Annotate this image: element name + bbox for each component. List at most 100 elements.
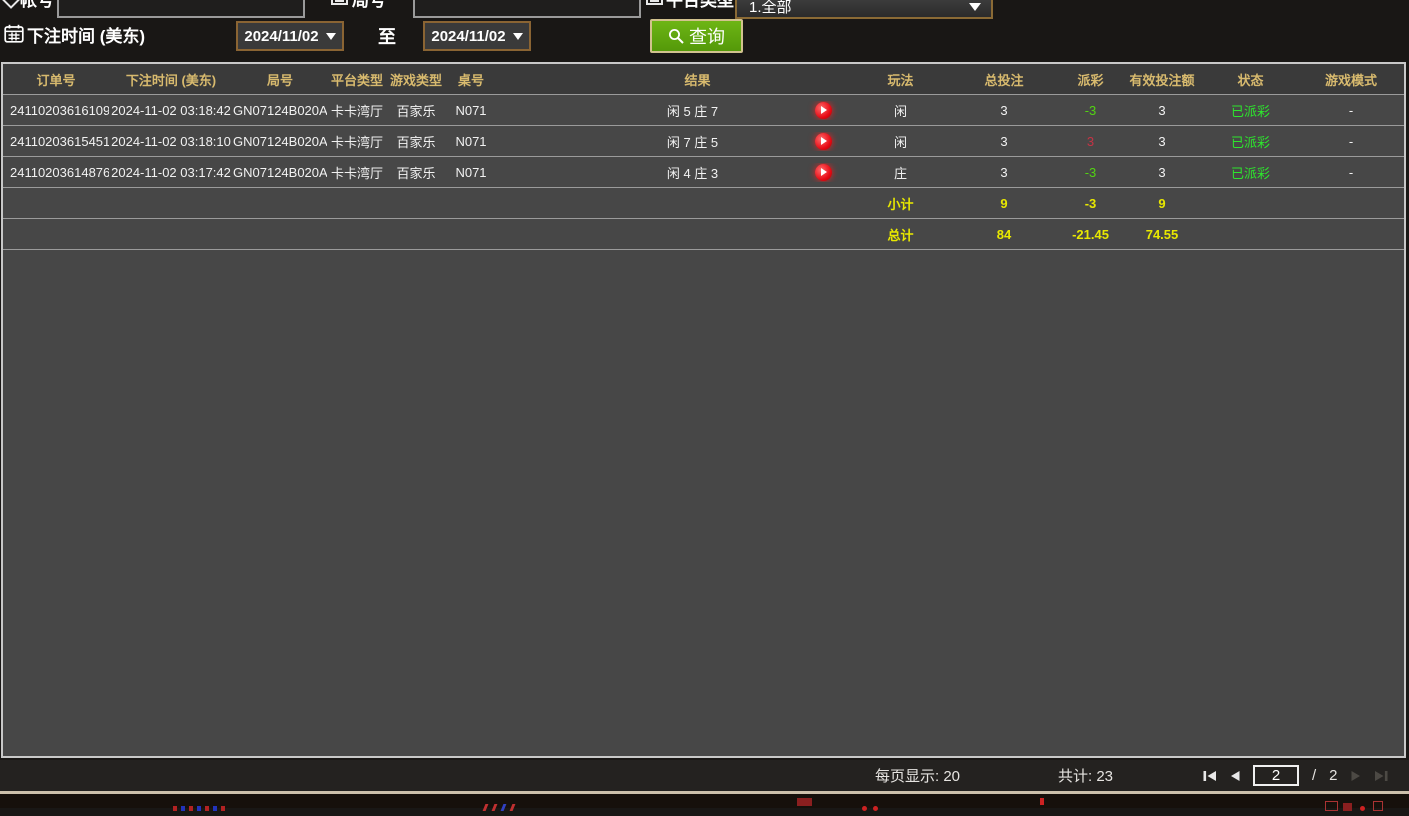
header-play: 玩法 xyxy=(887,72,914,88)
platform-label: 平台类型 xyxy=(666,0,734,10)
platform-selected-value: 1.全部 xyxy=(749,0,792,16)
chevron-down-icon xyxy=(969,2,981,11)
total-bet: 3 xyxy=(1000,102,1008,118)
header-mode: 游戏模式 xyxy=(1324,72,1377,88)
date-from-select[interactable]: 2024/11/02 xyxy=(236,21,344,51)
game-mode: - xyxy=(1348,102,1354,118)
round-label: 局号 xyxy=(352,0,386,10)
account-field-icon xyxy=(1,0,21,9)
round-id: GN07124B020AE xyxy=(233,164,327,180)
search-icon xyxy=(669,28,684,44)
header-time: 下注时间 (美东) xyxy=(125,72,217,88)
table-row: 241102036154519 2024-11-02 03:18:10 GN07… xyxy=(3,126,1404,157)
order-number: 241102036161097 xyxy=(10,102,109,118)
query-button[interactable]: 查询 xyxy=(650,19,743,53)
platform-select[interactable]: 1.全部 xyxy=(735,0,993,19)
header-result: 结果 xyxy=(684,72,711,88)
date-to-select[interactable]: 2024/11/02 xyxy=(423,21,531,51)
grand-total-valid-bet: 74.55 xyxy=(1145,226,1179,242)
per-page-label: 每页显示: 20 xyxy=(875,768,961,785)
account-label: 帐号 xyxy=(20,0,54,10)
valid-bet: 3 xyxy=(1158,102,1166,118)
platform-field-icon xyxy=(646,0,663,5)
header-game: 游戏类型 xyxy=(389,72,442,88)
bet-records-table: 订单号 下注时间 (美东) 局号 平台类型 游戏类型 桌号 结果 玩法 总投注 … xyxy=(1,62,1406,758)
total-pages: 2 xyxy=(1329,767,1338,784)
pagination-nav: 2 / 2 xyxy=(1203,760,1388,791)
result-text: 闲 7 庄 5 xyxy=(666,134,719,150)
date-to-value: 2024/11/02 xyxy=(431,27,506,45)
table-row: 241102036161097 2024-11-02 03:18:42 GN07… xyxy=(3,95,1404,126)
table-row: 241102036148761 2024-11-02 03:17:42 GN07… xyxy=(3,157,1404,188)
background-bleed-mark xyxy=(1040,798,1044,805)
round-id: GN07124B020AG xyxy=(233,102,327,118)
header-order: 订单号 xyxy=(36,72,76,88)
grand-total-row: 总计 84 -21.45 74.55 xyxy=(3,219,1404,250)
header-payout: 派彩 xyxy=(1077,72,1104,88)
query-button-label: 查询 xyxy=(689,27,725,47)
page-number-input[interactable]: 2 xyxy=(1253,765,1299,786)
chevron-down-icon xyxy=(512,32,523,40)
replay-icon[interactable] xyxy=(814,132,832,150)
replay-icon[interactable] xyxy=(814,163,832,181)
header-total-bet: 总投注 xyxy=(984,72,1024,88)
round-id: GN07124B020AF xyxy=(233,133,327,149)
status-badge: 已派彩 xyxy=(1230,165,1270,181)
result-text: 闲 5 庄 7 xyxy=(666,103,719,119)
bet-time: 2024-11-02 03:18:10 xyxy=(111,133,231,149)
background-bleed-boxes xyxy=(1325,798,1383,816)
subtotal-valid-bet: 9 xyxy=(1158,195,1166,211)
round-field-icon xyxy=(331,0,348,5)
game-type: 百家乐 xyxy=(396,165,436,181)
grand-total-label: 总计 xyxy=(887,227,914,243)
status-badge: 已派彩 xyxy=(1230,103,1270,119)
subtotal-payout: -3 xyxy=(1084,195,1097,211)
table-no: N071 xyxy=(455,133,487,149)
grand-total-payout: -21.45 xyxy=(1072,226,1109,242)
account-input[interactable] xyxy=(57,0,305,18)
background-bleed-marks xyxy=(482,798,520,816)
replay-icon[interactable] xyxy=(814,101,832,119)
chevron-down-icon xyxy=(325,32,336,40)
total-count-label: 共计: 23 xyxy=(1058,768,1114,785)
round-input[interactable] xyxy=(413,0,641,18)
first-page-icon[interactable] xyxy=(1203,770,1217,782)
bet-time: 2024-11-02 03:17:42 xyxy=(111,164,231,180)
background-bleed-block xyxy=(797,798,812,806)
prev-page-icon[interactable] xyxy=(1230,770,1240,782)
header-round: 局号 xyxy=(266,72,293,88)
next-page-icon[interactable] xyxy=(1351,770,1361,782)
bet-time-label: 下注时间 (美东) xyxy=(27,27,146,46)
background-bleed-dots xyxy=(173,798,229,816)
date-from-value: 2024/11/02 xyxy=(244,27,319,45)
total-bet: 3 xyxy=(1000,164,1008,180)
game-type: 百家乐 xyxy=(396,103,436,119)
table-no: N071 xyxy=(455,102,487,118)
subtotal-total-bet: 9 xyxy=(1000,195,1008,211)
page-separator: / xyxy=(1312,767,1317,784)
play-type: 闲 xyxy=(893,134,907,150)
header-table-no: 桌号 xyxy=(457,72,484,88)
result-text: 闲 4 庄 3 xyxy=(666,165,719,181)
payout: 3 xyxy=(1086,133,1095,149)
bet-time: 2024-11-02 03:18:42 xyxy=(111,102,231,118)
game-mode: - xyxy=(1348,133,1354,149)
header-platform: 平台类型 xyxy=(330,72,383,88)
background-bleed-strip xyxy=(0,791,1409,811)
platform: 卡卡湾厅 xyxy=(330,103,383,119)
game-mode: - xyxy=(1348,164,1354,180)
calendar-icon xyxy=(4,24,24,43)
filter-bar: 帐号 局号 平台类型 1.全部 下注时间 (美东) 2024/11/02 至 2… xyxy=(0,0,1409,61)
play-type: 闲 xyxy=(893,103,907,119)
platform: 卡卡湾厅 xyxy=(330,134,383,150)
table-header-row: 订单号 下注时间 (美东) 局号 平台类型 游戏类型 桌号 结果 玩法 总投注 … xyxy=(3,64,1404,95)
grand-total-total-bet: 84 xyxy=(996,226,1012,242)
order-number: 241102036148761 xyxy=(10,164,109,180)
last-page-icon[interactable] xyxy=(1374,770,1388,782)
pagination-bar: 每页显示: 20 共计: 23 2 / 2 xyxy=(0,760,1409,791)
status-badge: 已派彩 xyxy=(1230,134,1270,150)
play-type: 庄 xyxy=(893,165,907,181)
header-status: 状态 xyxy=(1237,72,1264,88)
background-bleed-dots xyxy=(862,798,878,816)
table-no: N071 xyxy=(455,164,487,180)
